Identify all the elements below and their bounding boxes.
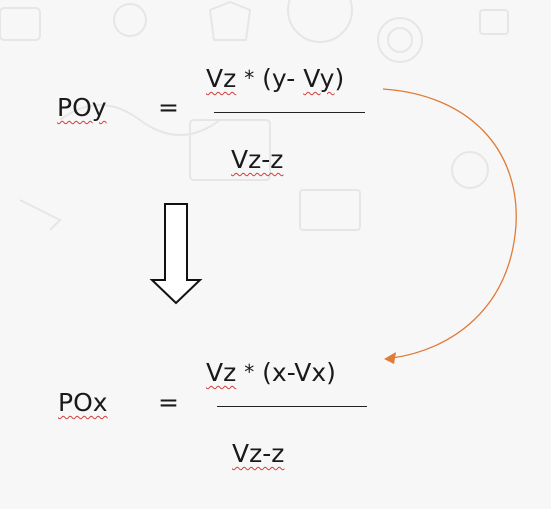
denominator-y: Vz-z bbox=[231, 147, 283, 172]
fraction-bar-y bbox=[214, 112, 365, 113]
denominator-x-text: Vz-z bbox=[232, 439, 285, 468]
denominator-y-text: Vz-z bbox=[231, 145, 284, 174]
numerator-y-vz: Vz bbox=[206, 64, 237, 93]
equals-sign-y: = bbox=[158, 93, 179, 122]
numerator-y-var: Vy bbox=[303, 64, 335, 93]
fraction-bar-x bbox=[217, 406, 367, 407]
numerator-x-star: * bbox=[244, 360, 255, 384]
numerator-x: Vz * (x-Vx) bbox=[206, 360, 336, 385]
equals-sign-x: = bbox=[158, 388, 179, 417]
numerator-x-rest: (x-Vx) bbox=[262, 358, 336, 387]
curved-arrow-head-icon bbox=[384, 352, 396, 364]
down-arrow-icon bbox=[149, 203, 203, 305]
denominator-x: Vz-z bbox=[232, 441, 284, 466]
curved-arrow-path bbox=[382, 88, 517, 359]
numerator-x-vz: Vz bbox=[206, 358, 237, 387]
numerator-y-close: ) bbox=[334, 64, 345, 93]
numerator-y-star: * bbox=[244, 66, 255, 90]
numerator-y: Vz * (y- Vy) bbox=[206, 66, 344, 91]
pox-label: POx bbox=[58, 388, 108, 417]
numerator-y-open: (y- bbox=[262, 64, 296, 93]
poy-label: POy bbox=[57, 93, 107, 122]
